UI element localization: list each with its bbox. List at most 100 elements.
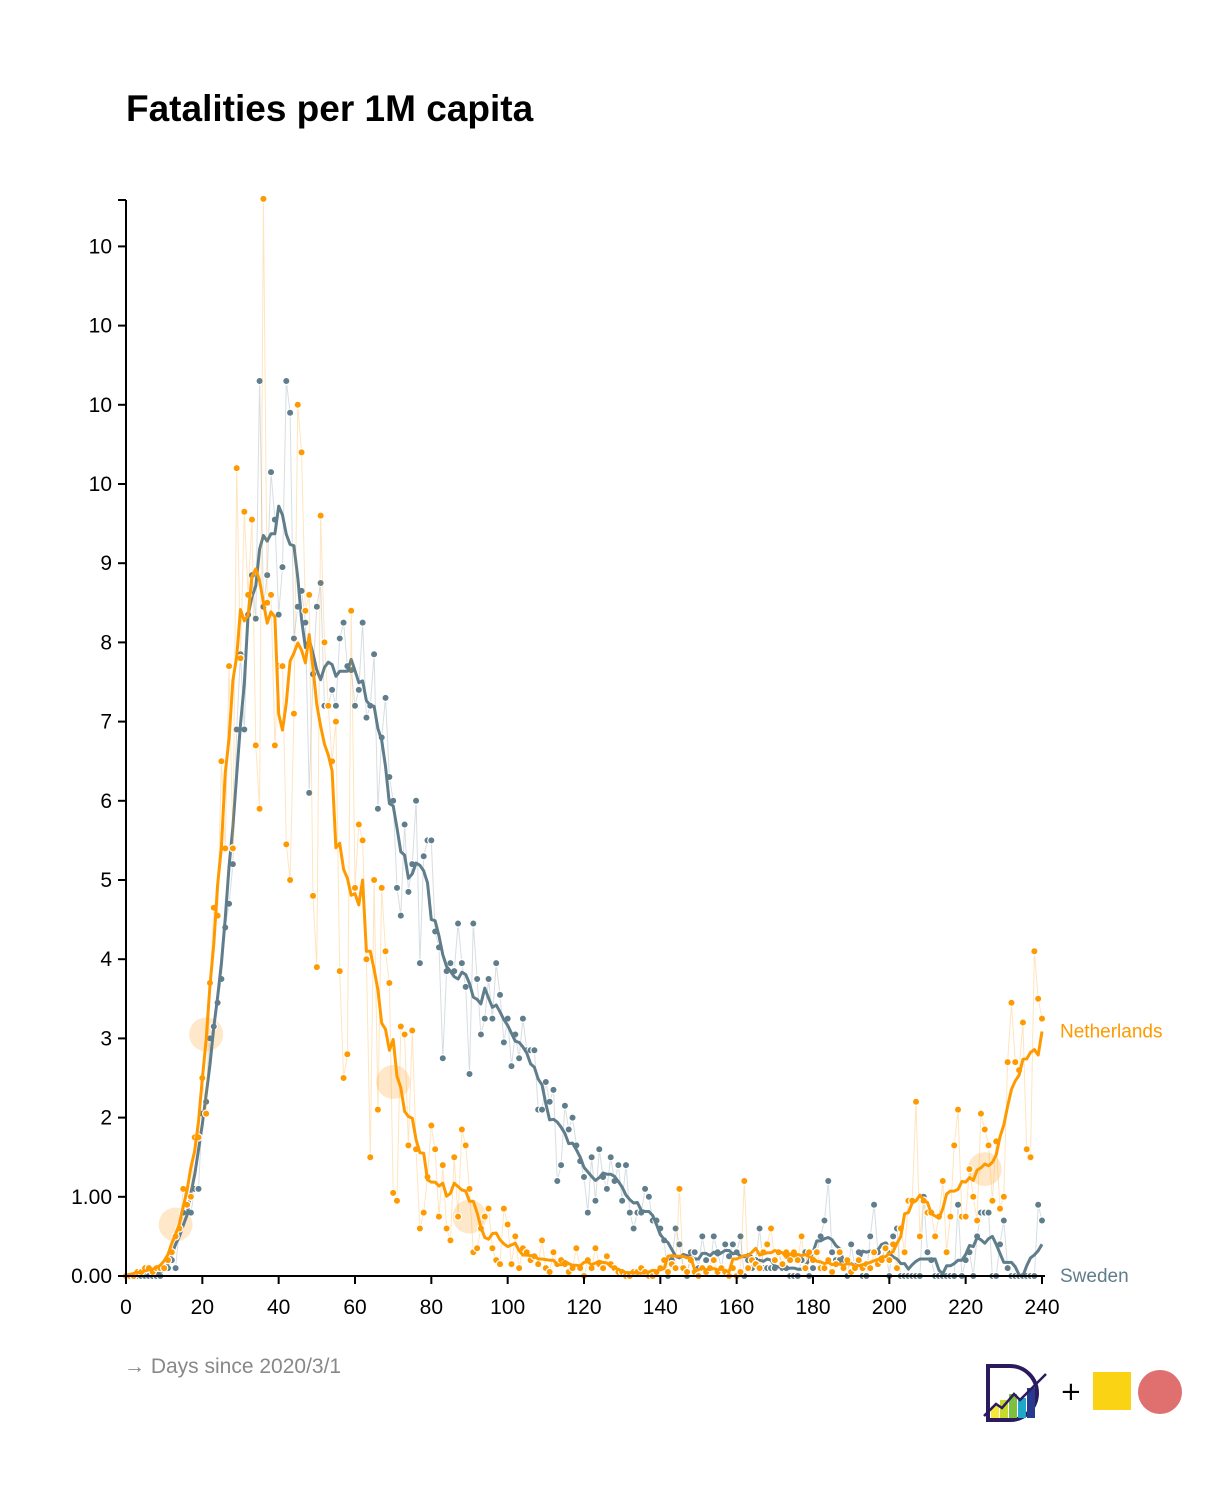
data-point <box>640 1184 650 1194</box>
data-point <box>316 511 325 520</box>
x-tick-label: 40 <box>267 1296 290 1319</box>
data-point <box>400 1030 409 1039</box>
data-point <box>457 1125 467 1134</box>
x-tick-label: 100 <box>490 1296 525 1319</box>
data-point <box>892 1263 902 1273</box>
data-point <box>217 757 226 766</box>
data-point <box>469 919 478 928</box>
data-point <box>247 515 257 524</box>
data-point <box>289 634 299 643</box>
data-point <box>186 1192 196 1202</box>
data-point <box>698 1232 707 1241</box>
data-point <box>465 1069 474 1079</box>
highlight-marker <box>452 1199 487 1234</box>
data-point <box>465 1184 474 1194</box>
data-point <box>301 606 310 615</box>
data-point <box>675 1240 684 1249</box>
data-point <box>419 852 428 861</box>
data-point <box>415 1224 425 1233</box>
data-point <box>201 1109 211 1118</box>
data-point <box>316 578 325 588</box>
data-point <box>507 1061 516 1071</box>
data-point <box>881 1244 890 1253</box>
data-point <box>346 606 356 615</box>
data-point <box>675 1184 684 1194</box>
data-point <box>289 709 299 718</box>
data-point <box>450 1152 459 1162</box>
x-tick-label: 180 <box>795 1296 830 1319</box>
data-point <box>354 820 364 829</box>
x-tick-label: 240 <box>1024 1296 1059 1319</box>
data-point <box>251 614 260 623</box>
data-point <box>324 701 333 710</box>
data-point <box>629 1224 638 1233</box>
data-point <box>278 562 287 572</box>
data-point <box>438 1053 447 1063</box>
data-point <box>885 1255 894 1265</box>
data-point <box>541 1077 551 1087</box>
data-point <box>709 1232 718 1241</box>
data-point <box>320 638 329 647</box>
data-point <box>358 836 367 845</box>
y-tick-label: 3 <box>100 1027 112 1050</box>
data-point <box>297 448 306 457</box>
y-tick-label: 0.00 <box>71 1265 112 1288</box>
data-point <box>953 1200 963 1209</box>
data-point <box>427 1121 436 1130</box>
y-tick-label: 5 <box>100 869 112 892</box>
data-point <box>824 1176 833 1186</box>
data-point <box>530 1046 539 1055</box>
data-point <box>488 1244 497 1253</box>
data-point <box>480 1212 489 1221</box>
data-point <box>701 1255 711 1265</box>
data-point <box>778 1259 787 1269</box>
data-point <box>854 1255 864 1265</box>
data-point <box>915 1232 925 1241</box>
data-point <box>1003 1263 1012 1273</box>
data-point <box>1007 998 1016 1007</box>
data-point <box>446 1236 455 1245</box>
data-point <box>404 887 413 897</box>
smoothed-line <box>125 567 1044 1277</box>
data-point <box>232 463 241 473</box>
data-point <box>240 507 249 516</box>
data-point <box>194 1184 203 1194</box>
datawrapper-logo-group: + <box>983 1364 1182 1422</box>
x-tick-label: 140 <box>643 1296 678 1319</box>
data-point <box>377 883 386 893</box>
data-point <box>171 1263 180 1273</box>
data-point <box>1018 1018 1028 1027</box>
data-point <box>308 891 318 901</box>
x-tick-label: 200 <box>872 1296 907 1319</box>
data-point <box>560 1101 570 1110</box>
x-axis-label: → Days since 2020/3/1 <box>124 1355 342 1378</box>
data-point <box>976 1109 986 1118</box>
data-point <box>1030 947 1039 956</box>
data-point <box>942 1248 951 1257</box>
data-point <box>415 958 425 968</box>
x-tick-label: 120 <box>566 1296 601 1319</box>
yellow-square-icon <box>1093 1372 1131 1410</box>
logo-d-icon <box>983 1364 1047 1422</box>
data-point <box>568 1113 577 1122</box>
raw-line <box>126 198 1043 1278</box>
data-point <box>373 1105 383 1114</box>
data-point <box>511 1232 520 1241</box>
data-point <box>495 1259 505 1269</box>
data-point <box>793 1255 802 1265</box>
data-point <box>331 701 341 710</box>
data-point <box>278 661 287 671</box>
chart-title: Fatalities per 1M capita <box>126 88 534 129</box>
data-point <box>159 1263 169 1273</box>
data-point <box>801 1263 810 1273</box>
data-point <box>438 1160 447 1170</box>
data-point <box>514 1053 524 1063</box>
data-point <box>419 1208 428 1217</box>
data-point <box>362 955 371 964</box>
data-point <box>988 1196 997 1205</box>
data-point <box>266 590 276 600</box>
data-point <box>602 1251 612 1261</box>
data-point <box>900 1248 909 1257</box>
data-point <box>923 1248 932 1257</box>
data-point <box>331 717 341 726</box>
